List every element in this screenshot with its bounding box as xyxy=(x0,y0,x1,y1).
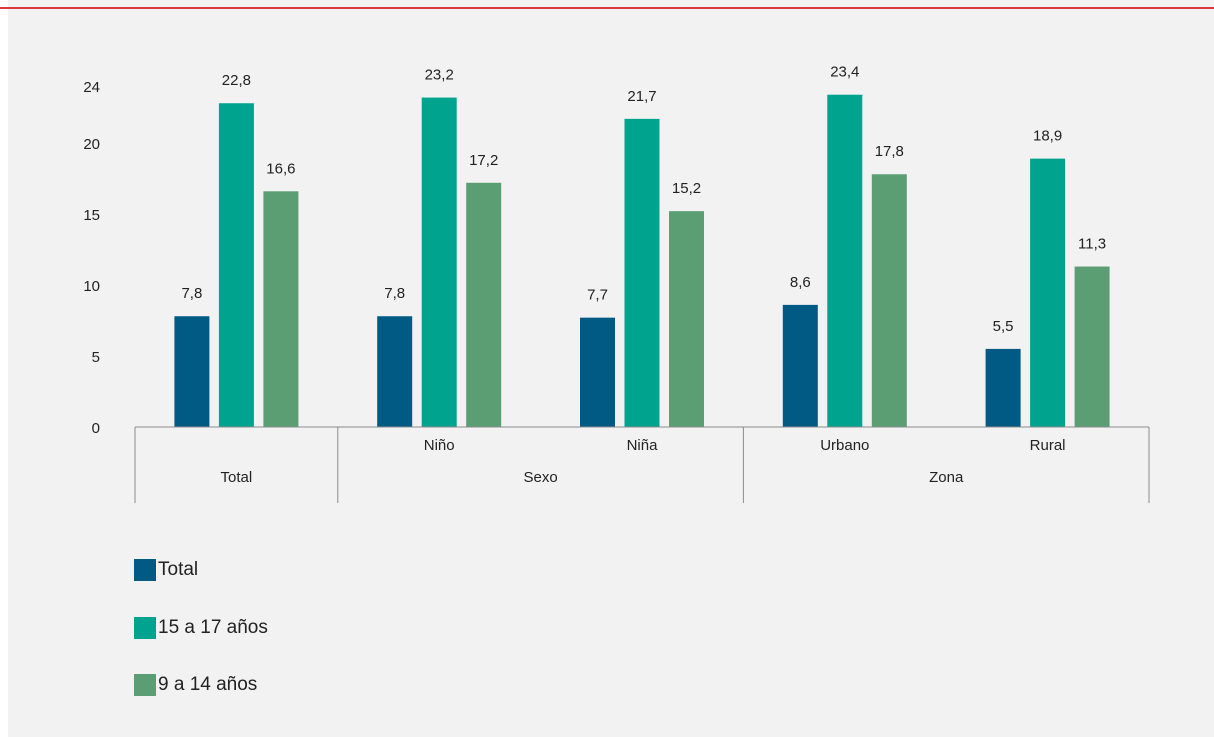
y-tick-label: 5 xyxy=(92,349,100,366)
bar xyxy=(218,103,254,428)
group-label: Sexo xyxy=(523,469,557,486)
bar-value-label: 21,7 xyxy=(627,88,656,105)
group-label: Zona xyxy=(929,469,964,486)
legend-item: 9 a 14 años xyxy=(134,674,257,696)
legend-swatch xyxy=(134,559,156,581)
bar xyxy=(263,191,299,427)
y-tick-label: 24 xyxy=(83,79,100,96)
bar-value-label: 18,9 xyxy=(1033,128,1062,145)
legend-swatch xyxy=(134,617,156,639)
y-tick-label: 10 xyxy=(83,278,100,295)
y-tick-label: 15 xyxy=(83,207,100,224)
bar xyxy=(871,174,907,427)
legend-item: Total xyxy=(134,559,198,581)
bar-value-label: 5,5 xyxy=(993,318,1014,335)
y-tick-label: 20 xyxy=(83,136,100,153)
bar xyxy=(421,97,457,427)
bar xyxy=(174,316,210,427)
legend-label: Total xyxy=(158,559,199,580)
bar-value-label: 23,2 xyxy=(425,67,454,84)
category-label: Urbano xyxy=(820,437,869,454)
y-tick-label: 0 xyxy=(92,420,100,437)
category-label: Niña xyxy=(627,437,659,454)
bar xyxy=(466,182,502,427)
bar-chart: 0 5 10 15 20 24 7,8 22,8 16,6 7,8 23,2 17,2 7,7 21,7 1… xyxy=(83,64,1150,503)
bar-value-label: 15,2 xyxy=(672,180,701,197)
bar-value-label: 17,8 xyxy=(875,143,904,160)
bar xyxy=(580,317,615,427)
bar xyxy=(1030,158,1066,427)
bar xyxy=(1074,266,1110,427)
bar-value-label: 7,8 xyxy=(181,285,202,302)
category-label: Rural xyxy=(1030,437,1066,454)
legend-label: 15 a 17 años xyxy=(158,617,268,638)
bar-value-label: 8,6 xyxy=(790,274,811,291)
bar-value-label: 22,8 xyxy=(222,72,251,89)
bar xyxy=(377,316,413,427)
bar-value-label: 11,3 xyxy=(1078,236,1106,253)
bar-value-label: 7,7 xyxy=(587,287,608,304)
category-label: Niño xyxy=(424,437,455,454)
top-rule xyxy=(0,7,1214,9)
bar xyxy=(782,304,818,427)
bar-value-label: 7,8 xyxy=(384,285,405,302)
legend-item: 15 a 17 años xyxy=(134,617,268,639)
bar-value-label: 23,4 xyxy=(830,64,859,81)
bar-value-label: 17,2 xyxy=(469,152,498,169)
bar xyxy=(624,118,660,428)
bar xyxy=(985,348,1021,427)
legend-swatch xyxy=(134,674,156,696)
bar-value-label: 16,6 xyxy=(266,160,295,177)
legend-label: 9 a 14 años xyxy=(158,674,258,695)
group-label: Total xyxy=(221,469,253,486)
bar xyxy=(669,211,704,427)
bar xyxy=(827,94,863,427)
